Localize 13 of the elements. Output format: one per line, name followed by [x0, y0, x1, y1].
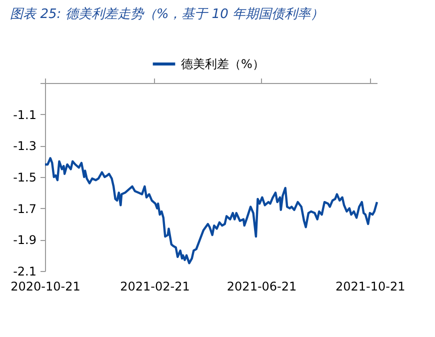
- x-tick-label: 2021-06-21: [226, 280, 297, 294]
- chart-title: 图表 25: 德美利差走势（%，基于 10 年期国债利率）: [10, 6, 324, 22]
- y-tick-label: -1.7: [13, 202, 36, 216]
- y-tick-label: -1.5: [13, 170, 36, 184]
- legend-label: 德美利差（%）: [181, 57, 264, 71]
- x-tick-label: 2021-10-21: [336, 280, 406, 294]
- y-tick-label: -1.1: [13, 108, 36, 122]
- x-tick-label: 2021-02-21: [120, 280, 190, 294]
- y-tick-label: -2.1: [13, 264, 36, 278]
- y-tick-label: -1.3: [13, 139, 36, 154]
- x-tick-label: 2020-10-21: [10, 280, 80, 294]
- y-tick-label: -1.9: [13, 233, 36, 248]
- line-series: [44, 157, 378, 264]
